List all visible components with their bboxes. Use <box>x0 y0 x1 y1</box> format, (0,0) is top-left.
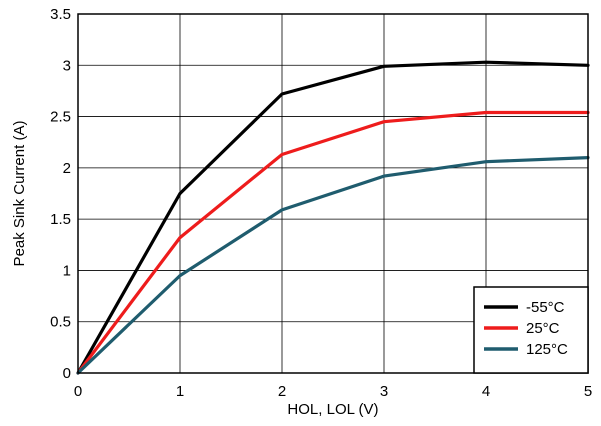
legend-label-0: -55°C <box>526 299 565 316</box>
x-axis-tick-labels: 0 1 2 3 4 5 <box>74 383 592 400</box>
legend: -55°C 25°C 125°C <box>473 286 589 374</box>
y-tick-label: 3.5 <box>50 6 71 23</box>
legend-box <box>473 286 589 374</box>
x-axis-title: HOL, LOL (V) <box>287 401 378 418</box>
y-tick-label: 2.5 <box>50 109 71 126</box>
y-axis-tick-labels: 0 0.5 1 1.5 2 2.5 3 3.5 <box>50 6 71 382</box>
y-tick-label: 2 <box>63 160 71 177</box>
y-tick-label: 0.5 <box>50 314 71 331</box>
x-tick-label: 1 <box>176 383 184 400</box>
legend-label-1: 25°C <box>526 320 560 337</box>
y-axis-title: Peak Sink Current (A) <box>11 121 28 267</box>
legend-label-2: 125°C <box>526 341 568 358</box>
y-tick-label: 0 <box>63 365 71 382</box>
x-tick-label: 0 <box>74 383 82 400</box>
x-tick-label: 4 <box>482 383 490 400</box>
x-tick-label: 2 <box>278 383 286 400</box>
series-line-2 <box>76 156 590 375</box>
x-tick-label: 3 <box>380 383 388 400</box>
plot-area-frame <box>77 13 589 374</box>
y-tick-label: 3 <box>63 57 71 74</box>
y-tick-label: 1.5 <box>50 211 71 228</box>
series-line-1 <box>76 110 590 375</box>
y-tick-label: 1 <box>63 262 71 279</box>
x-tick-label: 5 <box>584 383 592 400</box>
series-line-0 <box>76 60 590 375</box>
grid-lines <box>78 14 588 373</box>
series-lines <box>76 60 590 375</box>
